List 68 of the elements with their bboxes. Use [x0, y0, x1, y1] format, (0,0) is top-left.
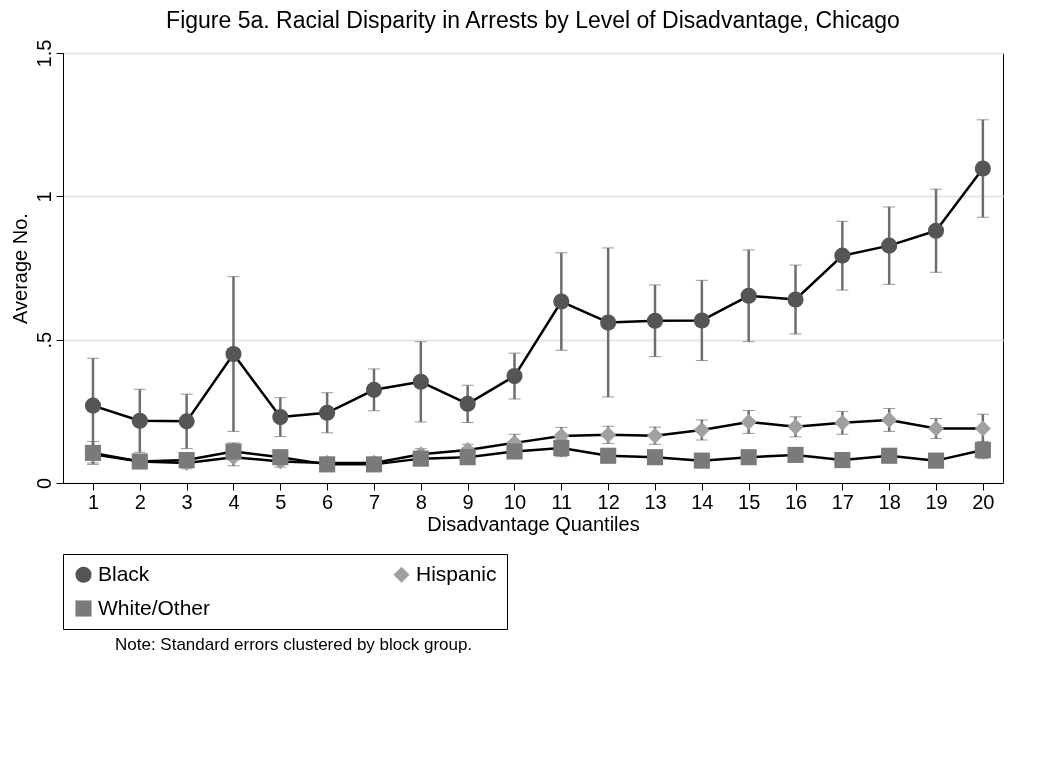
x-tick-label: 12	[597, 490, 620, 513]
point	[131, 412, 148, 429]
point	[412, 373, 429, 390]
legend-label: White/Other	[98, 595, 211, 619]
x-tick-label: 3	[181, 490, 193, 513]
x-tick-label: 5	[275, 490, 287, 513]
point	[740, 287, 757, 304]
point	[412, 450, 429, 467]
point	[974, 160, 991, 177]
chart-title: Figure 5a. Racial Disparity in Arrests by Level of Disadvantage, Chicago	[166, 7, 900, 34]
legend-label: Hispanic	[416, 561, 497, 585]
point	[881, 411, 898, 428]
point	[178, 413, 195, 430]
legend-label: Black	[98, 561, 150, 585]
point	[927, 452, 945, 469]
text: Note: Standard errors clustered by block group.	[115, 635, 474, 655]
point	[881, 237, 898, 254]
point	[787, 418, 804, 435]
point	[553, 293, 570, 310]
x-tick-label: 1	[87, 490, 100, 513]
point	[365, 381, 383, 398]
point	[319, 404, 336, 421]
point	[927, 222, 945, 239]
point	[834, 452, 851, 469]
x-axis-title: Disadvantage Quantiles	[427, 512, 640, 535]
x-tick-label: 2	[134, 490, 146, 513]
y-tick-label: .5	[32, 331, 55, 349]
point	[272, 449, 289, 466]
point	[974, 420, 991, 437]
y-axis-title: Average No.	[8, 213, 31, 324]
point	[600, 447, 617, 464]
x-tick-label: 19	[925, 490, 948, 513]
x-tick-label: 17	[831, 490, 854, 513]
x-tick-label: 20	[972, 490, 995, 513]
x-tick-label: 13	[644, 490, 667, 513]
x-tick-label: 16	[784, 490, 808, 513]
point	[646, 449, 664, 466]
point	[740, 449, 757, 466]
point	[646, 312, 664, 329]
point	[225, 345, 242, 363]
point	[787, 291, 804, 308]
point	[693, 312, 710, 329]
point	[881, 447, 898, 464]
point	[506, 443, 523, 460]
y-tick-label: 1.5	[32, 39, 55, 68]
point	[693, 452, 710, 469]
y-tick-label: 0	[32, 477, 55, 490]
x-tick-label: 4	[228, 490, 240, 513]
y-tick-label: 1	[32, 191, 55, 203]
point	[459, 395, 476, 412]
x-tick-label: 7	[368, 490, 381, 513]
point	[600, 314, 617, 331]
point	[834, 247, 851, 264]
point	[834, 414, 851, 431]
x-tick-label: 9	[462, 490, 474, 513]
point	[459, 449, 476, 466]
point	[787, 446, 804, 463]
point	[272, 409, 289, 426]
point	[84, 397, 102, 414]
point	[506, 368, 523, 385]
x-tick-label: 8	[415, 490, 427, 513]
x-tick-label: 6	[322, 490, 334, 513]
x-tick-label: 15	[738, 490, 761, 513]
x-tick-label: 14	[691, 490, 714, 513]
point	[740, 413, 757, 430]
x-tick-label: 10	[503, 490, 527, 513]
x-tick-label: 18	[878, 490, 901, 513]
x-tick-label: 11	[551, 490, 573, 513]
